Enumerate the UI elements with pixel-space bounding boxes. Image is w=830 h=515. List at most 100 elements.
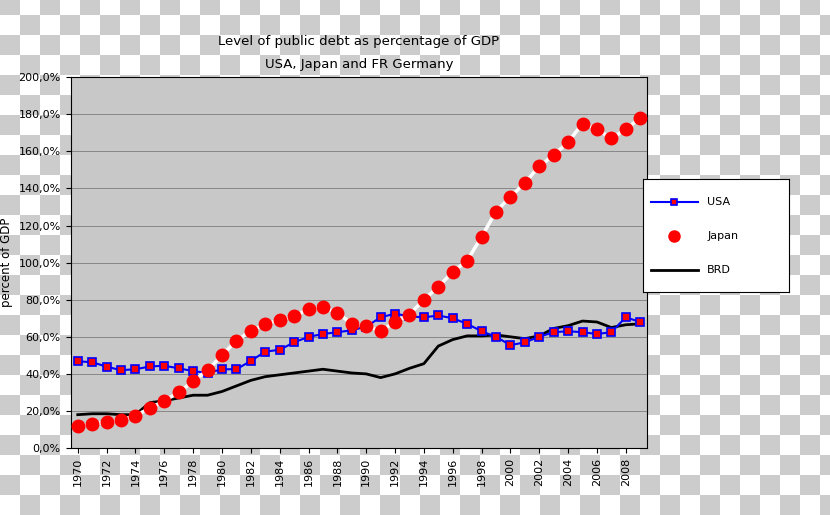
Bar — [220, 455, 240, 475]
Bar — [540, 495, 560, 515]
Bar — [260, 355, 280, 375]
Bar — [560, 115, 580, 135]
Bar — [420, 255, 440, 275]
Bar — [760, 75, 780, 95]
Bar — [540, 295, 560, 315]
Bar — [320, 95, 340, 115]
Bar — [560, 255, 580, 275]
Bar — [380, 95, 400, 115]
Bar — [420, 295, 440, 315]
Bar — [800, 155, 820, 175]
Bar — [280, 0, 300, 15]
Bar — [580, 15, 600, 35]
Bar — [20, 415, 40, 435]
Bar — [680, 475, 700, 495]
Bar — [540, 155, 560, 175]
Bar — [480, 15, 500, 35]
Bar — [820, 115, 830, 135]
Bar — [780, 495, 800, 515]
Bar — [660, 75, 680, 95]
Bar — [200, 475, 220, 495]
Bar — [0, 75, 20, 95]
Bar — [340, 155, 360, 175]
Bar — [440, 295, 460, 315]
Bar — [140, 155, 160, 175]
Bar — [80, 335, 100, 355]
Bar — [640, 415, 660, 435]
Bar — [660, 315, 680, 335]
Bar — [680, 375, 700, 395]
Bar — [560, 195, 580, 215]
Bar — [560, 15, 580, 35]
Bar — [700, 475, 720, 495]
Bar — [720, 175, 740, 195]
Bar — [180, 55, 200, 75]
Bar — [80, 0, 100, 15]
Bar — [100, 315, 120, 335]
Bar — [280, 495, 300, 515]
Bar — [700, 335, 720, 355]
Bar — [700, 395, 720, 415]
Bar — [520, 15, 540, 35]
Bar — [620, 435, 640, 455]
Bar — [40, 295, 60, 315]
Bar — [0, 235, 20, 255]
Bar — [340, 175, 360, 195]
Bar — [140, 435, 160, 455]
Bar — [700, 195, 720, 215]
Bar — [0, 335, 20, 355]
Bar — [620, 355, 640, 375]
Bar — [480, 395, 500, 415]
Bar — [660, 215, 680, 235]
Bar — [300, 415, 320, 435]
Bar — [300, 315, 320, 335]
Bar — [280, 235, 300, 255]
Bar — [660, 155, 680, 175]
Bar — [520, 195, 540, 215]
Bar — [300, 235, 320, 255]
Bar — [40, 435, 60, 455]
Bar — [480, 415, 500, 435]
Bar — [240, 475, 260, 495]
Bar — [200, 455, 220, 475]
Bar — [380, 415, 400, 435]
Bar — [280, 135, 300, 155]
Bar — [320, 455, 340, 475]
Bar — [340, 275, 360, 295]
Bar — [340, 55, 360, 75]
Bar — [820, 95, 830, 115]
Bar — [260, 495, 280, 515]
Bar — [360, 475, 380, 495]
Bar — [340, 195, 360, 215]
Bar — [60, 315, 80, 335]
Bar — [480, 175, 500, 195]
Bar — [140, 135, 160, 155]
Bar — [520, 395, 540, 415]
Bar — [560, 375, 580, 395]
Bar — [0, 55, 20, 75]
Bar — [580, 75, 600, 95]
Bar — [200, 35, 220, 55]
Bar — [620, 295, 640, 315]
Bar — [640, 115, 660, 135]
Bar — [340, 35, 360, 55]
Bar — [440, 75, 460, 95]
Bar — [820, 455, 830, 475]
Bar — [300, 375, 320, 395]
Bar — [380, 435, 400, 455]
Bar — [340, 255, 360, 275]
Bar — [760, 155, 780, 175]
Bar — [340, 135, 360, 155]
Bar — [20, 335, 40, 355]
Bar — [640, 475, 660, 495]
Bar — [20, 455, 40, 475]
Bar — [100, 135, 120, 155]
Bar — [700, 355, 720, 375]
Bar — [460, 15, 480, 35]
Bar — [760, 435, 780, 455]
Bar — [760, 295, 780, 315]
Bar — [600, 295, 620, 315]
Bar — [820, 375, 830, 395]
Bar — [720, 335, 740, 355]
Bar — [40, 355, 60, 375]
